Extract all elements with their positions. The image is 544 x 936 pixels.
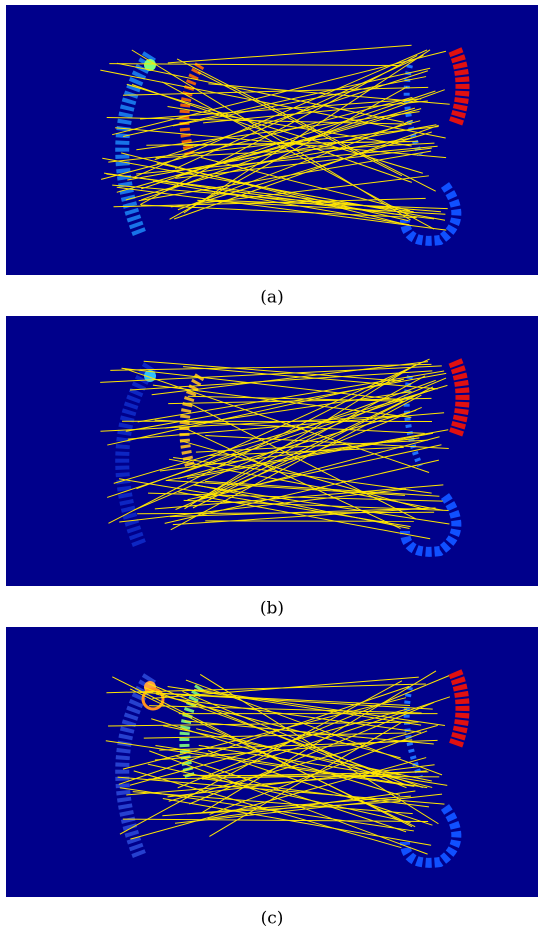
panel-image [6, 5, 538, 275]
caption: (b) [260, 599, 284, 619]
panel-background [6, 627, 538, 897]
panel-image [6, 316, 538, 586]
figure: (a) (b) (c) [0, 0, 544, 936]
caption: (c) [261, 909, 284, 929]
page: (a) (b) (c) (() => { const data = JSON.p… [0, 0, 544, 936]
caption: (a) [260, 288, 283, 308]
panel-background [6, 5, 538, 275]
panel-image [6, 627, 538, 897]
panel-background [6, 316, 538, 586]
